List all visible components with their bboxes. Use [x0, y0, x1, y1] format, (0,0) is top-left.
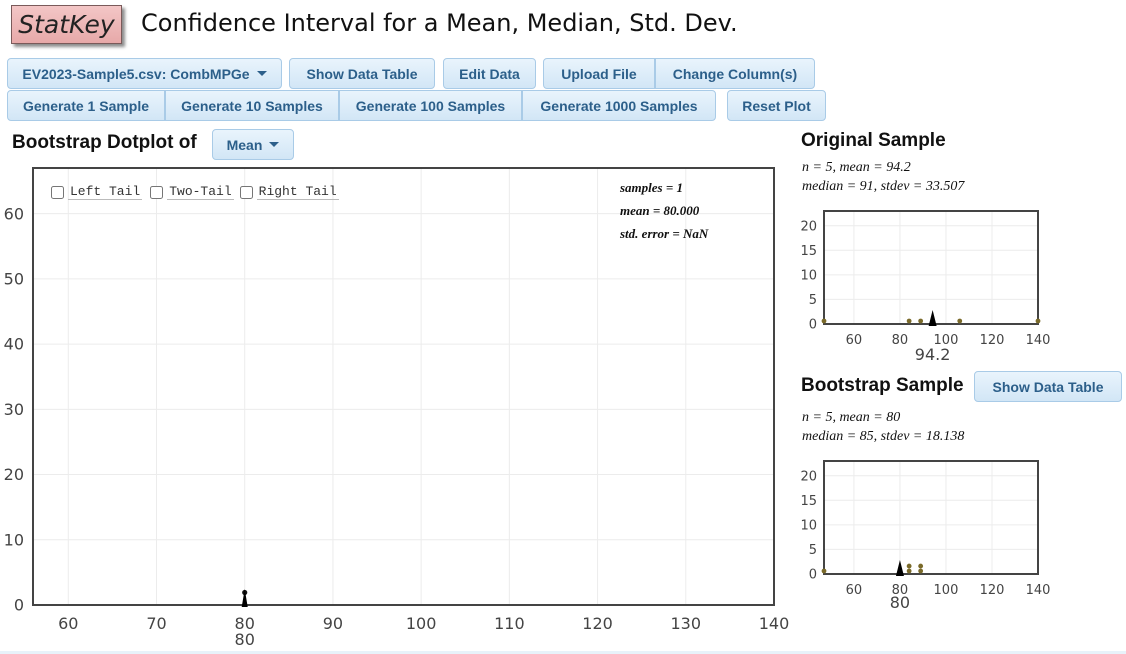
data-point: [906, 318, 912, 324]
y-tick-label: 50: [4, 269, 24, 288]
logo-text: StatKey: [18, 10, 115, 39]
bootstrap-show-data-table-button[interactable]: Show Data Table: [974, 371, 1122, 402]
data-point: [906, 563, 912, 569]
change-columns-button[interactable]: Change Column(s): [655, 58, 815, 89]
data-point: [957, 318, 963, 324]
statistic-marker-label: 80: [235, 630, 255, 649]
y-tick-label: 20: [800, 469, 817, 484]
x-tick-label: 140: [759, 614, 790, 633]
x-tick-label: 130: [671, 614, 702, 633]
y-tick-label: 0: [809, 318, 817, 333]
y-tick-label: 0: [14, 596, 24, 615]
chevron-down-icon: [269, 142, 280, 147]
y-tick-label: 5: [809, 543, 817, 558]
bootstrap-sample-title: Bootstrap Sample: [801, 375, 964, 396]
bootstrap-stats-line1: n = 5, mean = 80: [802, 410, 901, 425]
x-tick-label: 70: [146, 614, 166, 633]
dotplot-title: Bootstrap Dotplot of: [12, 132, 197, 153]
data-point: [918, 563, 924, 569]
original-sample-dotplot: 60 80 100 120 140 0 5 10 15 20 94.2: [800, 210, 1051, 364]
y-tick-label: 10: [800, 518, 817, 533]
y-tick-label: 10: [4, 530, 24, 549]
summary-samples: samples = 1: [619, 180, 683, 195]
data-point: [918, 318, 924, 324]
x-tick-label: 60: [846, 583, 863, 598]
generate-1-sample-button[interactable]: Generate 1 Sample: [7, 90, 165, 121]
y-tick-label: 10: [800, 268, 817, 283]
statistic-marker: [895, 560, 904, 576]
edit-data-button[interactable]: Edit Data: [443, 58, 536, 89]
x-tick-label: 80: [235, 614, 255, 633]
statistic-marker: [928, 310, 937, 326]
bootstrap-sample-dotplot: 60 80 100 120 140 0 5 10 15 20 80: [800, 460, 1051, 612]
original-sample-title: Original Sample: [801, 130, 946, 151]
x-tick-label: 80: [892, 583, 909, 598]
statistic-marker-label: 94.2: [915, 345, 951, 364]
show-data-table-button[interactable]: Show Data Table: [289, 58, 435, 89]
x-tick-label: 100: [934, 583, 959, 598]
data-point: [821, 318, 827, 324]
statistic-marker: [241, 589, 248, 607]
original-frame: [823, 210, 1039, 325]
statistic-marker-label: 80: [890, 593, 910, 612]
generate-1000-samples-button[interactable]: Generate 1000 Samples: [522, 90, 716, 121]
right-tail-label: Right Tail: [256, 184, 339, 200]
chevron-down-icon: [256, 71, 267, 76]
summary-std-error: std. error = NaN: [619, 226, 709, 241]
bootstrap-stats-line2: median = 85, stdev = 18.138: [802, 429, 965, 444]
original-stats-line1: n = 5, mean = 94.2: [802, 160, 911, 175]
y-tick-label: 20: [800, 219, 817, 234]
x-tick-label: 60: [846, 333, 863, 348]
bootstrap-frame: [823, 460, 1039, 575]
y-tick-label: 15: [800, 494, 817, 509]
y-tick-label: 15: [800, 244, 817, 259]
x-tick-label: 100: [406, 614, 437, 633]
generate-10-samples-button[interactable]: Generate 10 Samples: [165, 90, 339, 121]
two-tail-checkbox[interactable]: [150, 185, 164, 199]
y-tick-label: 20: [4, 465, 24, 484]
x-tick-label: 110: [494, 614, 525, 633]
original-stats-line2: median = 91, stdev = 33.507: [802, 179, 965, 194]
left-tail-checkbox[interactable]: [51, 185, 64, 199]
y-tick-label: 5: [809, 293, 817, 308]
data-point: [918, 568, 924, 574]
dotplot-frame: [32, 167, 775, 606]
x-tick-label: 140: [1026, 583, 1051, 598]
x-tick-label: 120: [582, 614, 613, 633]
upload-file-button[interactable]: Upload File: [543, 58, 655, 89]
footer-divider: [0, 651, 1126, 654]
x-tick-label: 140: [1026, 333, 1051, 348]
reset-plot-button[interactable]: Reset Plot: [727, 90, 826, 121]
generate-100-samples-button[interactable]: Generate 100 Samples: [339, 90, 522, 121]
page-title: Confidence Interval for a Mean, Median, …: [141, 9, 738, 37]
statistic-label: Mean: [226, 136, 263, 153]
statistic-dropdown[interactable]: Mean: [212, 129, 294, 160]
y-tick-label: 60: [4, 204, 24, 223]
dataset-label: EV2023-Sample5.csv: CombMPGe: [22, 65, 250, 82]
left-tail-label: Left Tail: [68, 184, 143, 200]
y-tick-label: 30: [4, 400, 24, 419]
summary-mean: mean = 80.000: [620, 203, 700, 218]
x-tick-label: 120: [980, 583, 1005, 598]
x-tick-label: 60: [58, 614, 78, 633]
x-tick-label: 90: [323, 614, 343, 633]
statkey-logo[interactable]: StatKey: [11, 5, 122, 44]
two-tail-label: Two-Tail: [167, 184, 234, 200]
y-tick-label: 40: [4, 335, 24, 354]
dataset-dropdown[interactable]: EV2023-Sample5.csv: CombMPGe: [7, 58, 282, 89]
x-tick-label: 120: [980, 333, 1005, 348]
right-tail-checkbox[interactable]: [239, 185, 253, 199]
data-point: [906, 568, 912, 574]
x-tick-label: 80: [892, 333, 909, 348]
data-point: [821, 568, 827, 574]
y-tick-label: 0: [809, 568, 817, 583]
x-tick-label: 100: [934, 333, 959, 348]
data-point: [1035, 318, 1041, 324]
